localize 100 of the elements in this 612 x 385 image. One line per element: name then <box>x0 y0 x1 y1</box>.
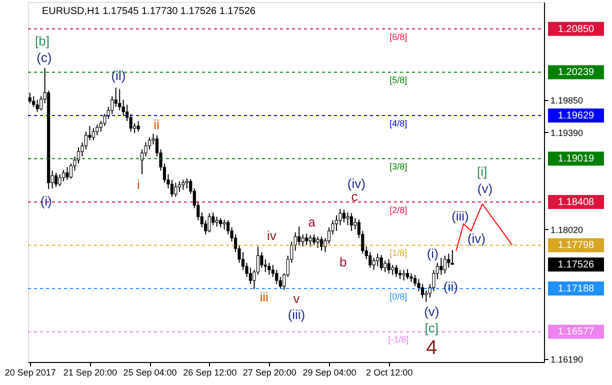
candlestick <box>226 220 230 235</box>
candlestick <box>122 99 125 117</box>
x-tick-label: 27 Sep 20:00 <box>242 368 296 378</box>
candlestick <box>96 124 99 136</box>
candlestick <box>301 234 304 247</box>
candlestick <box>208 212 211 233</box>
candlestick <box>66 166 69 180</box>
candlestick <box>398 269 402 280</box>
candlestick <box>248 267 252 285</box>
candlestick <box>268 262 271 276</box>
candlestick <box>264 258 267 272</box>
annotation: (iii) <box>452 208 469 224</box>
candlestick <box>219 218 222 228</box>
annotation: [1/8] <box>390 248 408 258</box>
candlestick <box>185 178 188 189</box>
candlestick <box>450 250 454 265</box>
candlestick <box>387 258 390 274</box>
candlestick <box>114 87 118 108</box>
x-tick-label: 21 Sep 20:00 <box>63 368 117 378</box>
text: 1.17526 <box>558 259 595 270</box>
annotation: iv <box>267 228 277 244</box>
candlestick <box>305 233 308 246</box>
ref-line-label: 1.17188 <box>558 283 595 294</box>
candlestick <box>406 268 410 280</box>
annotation: [6/8] <box>390 32 408 42</box>
candlestick <box>182 179 185 190</box>
annotation: (i) <box>426 246 438 261</box>
annotation: (v) <box>424 304 440 319</box>
annotation: [-1/8] <box>388 334 409 345</box>
candlestick <box>170 179 174 198</box>
annotation: [5/8] <box>390 75 408 86</box>
candlestick <box>32 96 36 108</box>
annotation: [i] <box>477 164 488 180</box>
candlestick <box>298 226 301 246</box>
annotation: [b] <box>35 33 50 48</box>
annotation: (iv) <box>467 230 486 246</box>
y-tick-label: 1.19390 <box>550 128 584 138</box>
candlestick <box>275 269 278 285</box>
y-tick-label: 1.16190 <box>550 354 584 365</box>
candlestick <box>140 148 144 175</box>
candlestick <box>54 172 58 188</box>
candlestick <box>36 99 39 112</box>
annotation: (ii) <box>111 68 126 83</box>
candlestick <box>402 269 406 282</box>
annotation: i <box>136 176 140 192</box>
y-tick-label: 1.18020 <box>550 224 584 235</box>
annotation: (c) <box>36 50 52 66</box>
annotation: iii <box>260 290 269 305</box>
y-tick-label: 1.19850 <box>550 95 584 106</box>
annotation: 4 <box>426 337 438 360</box>
annotation: (i) <box>40 194 52 209</box>
candlestick <box>346 212 350 226</box>
candlestick <box>413 274 417 287</box>
candlestick <box>136 120 140 132</box>
candlestick <box>447 253 450 268</box>
ref-line-label: 1.19019 <box>558 154 595 165</box>
candlestick <box>118 88 122 111</box>
candlestick <box>420 284 424 299</box>
annotation: c <box>351 188 358 204</box>
x-tick-label: 25 Sep 04:00 <box>123 368 177 378</box>
candlestick <box>376 253 380 267</box>
chart-title: EURUSD,H1 1.17545 1.17730 1.17526 1.17526 <box>42 6 256 17</box>
candlestick <box>28 92 32 104</box>
x-tick-label: 29 Sep 04:00 <box>302 368 356 378</box>
annotation: (ii) <box>443 279 458 294</box>
ref-line-label: 1.18408 <box>558 196 595 208</box>
candlestick <box>384 260 387 272</box>
candlestick <box>215 216 218 228</box>
candlestick <box>129 113 132 132</box>
candlestick <box>320 236 324 252</box>
x-tick-label: 26 Sep 12:00 <box>183 368 237 378</box>
candlestick <box>312 234 316 246</box>
candlestick <box>92 128 95 141</box>
x-tick-label: 20 Sep 2017 <box>4 368 56 378</box>
candlestick <box>222 219 226 230</box>
candlestick <box>391 264 394 276</box>
candlestick <box>394 264 398 278</box>
ref-line-label: 1.16577 <box>558 326 595 338</box>
annotation: [c] <box>424 320 439 336</box>
candlestick <box>350 212 353 232</box>
candlestick <box>260 252 264 268</box>
annotation: (iv) <box>347 176 366 191</box>
candlestick <box>440 257 443 276</box>
annotation: (v) <box>477 180 493 196</box>
candlestick <box>372 257 376 270</box>
annotation: (iii) <box>288 306 306 322</box>
annotation: [0/8] <box>390 291 408 302</box>
ref-line-label: 1.19629 <box>558 110 595 122</box>
annotation: v <box>293 291 300 306</box>
annotation: b <box>340 254 347 270</box>
annotation: [2/8] <box>390 204 408 215</box>
candlestick <box>178 180 181 192</box>
annotation: [3/8] <box>390 162 408 172</box>
ref-line-label: 1.17798 <box>558 240 595 252</box>
candlestick <box>278 276 282 290</box>
candlestick <box>174 182 178 198</box>
candlestick <box>380 254 383 272</box>
candlestick <box>40 96 43 111</box>
candlestick <box>76 146 80 164</box>
annotation: a <box>308 214 316 230</box>
